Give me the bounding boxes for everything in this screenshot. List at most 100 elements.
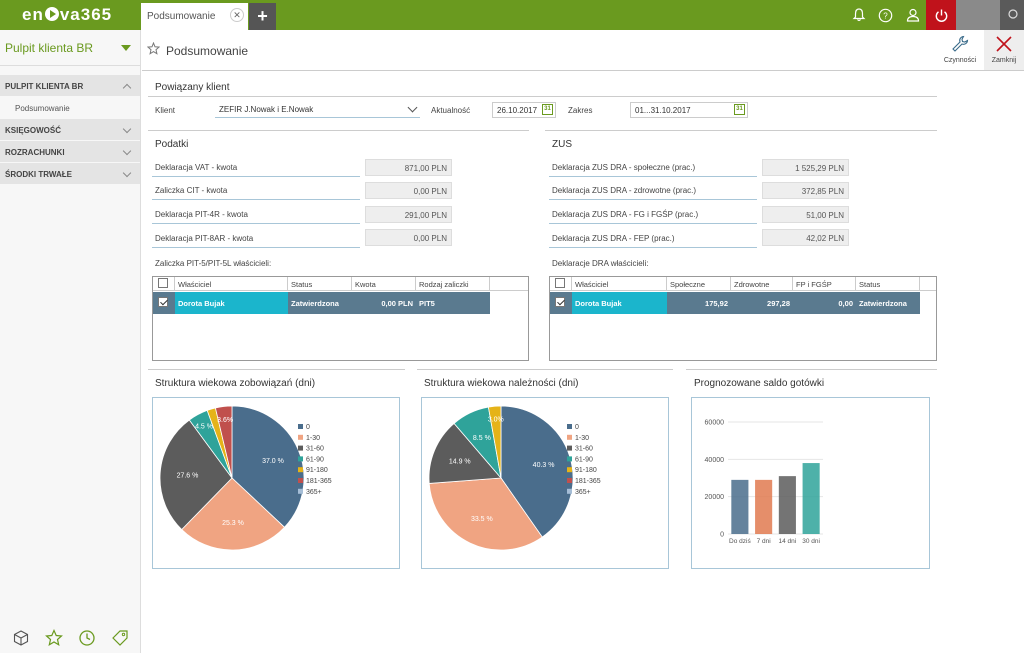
dra-grid: Właściciel Społeczne Zdrowotne FP i FGŚP…	[549, 276, 937, 361]
bar-30-dni[interactable]	[802, 463, 820, 534]
pie-data-label: 8.5 %	[473, 435, 491, 442]
vat-label: Deklaracja VAT - kwota	[155, 163, 238, 172]
pie-slice-0[interactable]	[500, 405, 574, 538]
pie-slice-1-30[interactable]	[181, 477, 286, 551]
col-header[interactable]: Rodzaj zaliczki	[416, 277, 490, 291]
tab-podsumowanie[interactable]: Podsumowanie ✕	[141, 3, 248, 30]
underline	[549, 223, 757, 224]
pit4r-value: 291,00 PLN	[365, 206, 452, 223]
sidebar-title[interactable]: Pulpit klienta BR	[0, 30, 140, 66]
chevron-down-icon	[122, 146, 132, 156]
pie-slice-91-180[interactable]	[487, 405, 502, 479]
aktualnosc-date-input[interactable]: 26.10.2017 31	[492, 102, 556, 118]
col-header[interactable]: Status	[288, 277, 352, 291]
col-header[interactable]: Właściciel	[175, 277, 288, 291]
add-tab-button[interactable]: +	[249, 3, 276, 30]
bar-14-dni[interactable]	[778, 476, 796, 534]
pie-data-label: 25.3 %	[222, 520, 244, 527]
checkbox[interactable]	[158, 297, 168, 307]
sidebar-section-srodki-trwale[interactable]: ŚRODKI TRWAŁE	[0, 163, 140, 185]
power-icon[interactable]	[926, 0, 956, 30]
pie-chart-zobowiazania[interactable]: 37.0 % 25.3 % 27.6 % 4.5 % 3.6% 0 1-30 31-60 61-…	[153, 398, 401, 570]
table-row[interactable]: Dorota Bujak Zatwierdzona 0,00 PLN PIT5	[153, 292, 490, 314]
search-icon[interactable]	[1000, 0, 1024, 30]
y-tick-label: 60000	[705, 420, 725, 427]
user-icon[interactable]	[899, 0, 926, 30]
cell-type: PIT5	[416, 292, 490, 314]
zus-zdrowotne-label: Deklaracja ZUS DRA - zdrowotne (prac.)	[552, 186, 697, 195]
pit5-grid: Właściciel Status Kwota Rodzaj zaliczki …	[152, 276, 529, 361]
zakres-date-input[interactable]: 01...31.10.2017 31	[630, 102, 748, 118]
sidebar-item-podsumowanie[interactable]: Podsumowanie	[0, 97, 140, 119]
underline	[549, 199, 757, 200]
checkbox[interactable]	[555, 297, 565, 307]
legend-item-label: 181-365	[306, 478, 332, 485]
table-row[interactable]: Dorota Bujak 175,92 297,28 0,00 Zatwierd…	[550, 292, 920, 314]
czynnosci-button[interactable]: Czynności	[940, 30, 980, 70]
grid-header-row: Właściciel Społeczne Zdrowotne FP i FGŚP…	[550, 277, 936, 291]
pie-slice-1-30[interactable]	[428, 477, 543, 551]
sidebar-section-ksiegowosc[interactable]: KSIĘGOWOŚĆ	[0, 119, 140, 141]
chart-title-zobowiazania: Struktura wiekowa zobowiązań (dni)	[155, 378, 316, 389]
checkbox[interactable]	[158, 278, 168, 288]
chevron-up-icon	[122, 83, 132, 93]
dra-grid-title: Deklaracje DRA właścicieli:	[552, 259, 649, 268]
checkbox[interactable]	[555, 278, 565, 288]
col-header[interactable]: Społeczne	[667, 277, 731, 291]
sidebar-section-rozrachunki[interactable]: ROZRACHUNKI	[0, 141, 140, 163]
row-select-cell[interactable]	[550, 292, 572, 314]
tab-close-icon[interactable]: ✕	[230, 8, 244, 22]
legend-item-label: 61-90	[575, 456, 593, 463]
legend-item-label: 31-60	[306, 446, 324, 453]
sidebar-section-pulpit[interactable]: PULPIT KLIENTA BR	[0, 75, 140, 97]
cube-icon[interactable]	[12, 629, 30, 647]
pit8ar-label: Deklaracja PIT-8AR - kwota	[155, 234, 254, 243]
y-tick-label: 0	[720, 532, 724, 539]
row-select-cell[interactable]	[153, 292, 175, 314]
divider	[148, 369, 405, 370]
divider	[545, 130, 937, 131]
pie-slice-31-60[interactable]	[428, 422, 502, 484]
legend-item-label: 365+	[306, 489, 322, 496]
col-header[interactable]: Status	[856, 277, 920, 291]
bar-chart-saldo[interactable]: 60000 40000 20000 0 Do dziś 7 dni 14 dni 30 dni	[692, 398, 931, 570]
close-icon	[996, 36, 1012, 52]
col-header[interactable]: Właściciel	[572, 277, 667, 291]
select-all-cell[interactable]	[153, 277, 175, 291]
bar-Do-dziś[interactable]	[731, 479, 749, 534]
chart-panel-zobowiazania: 37.0 % 25.3 % 27.6 % 4.5 % 3.6% 0 1-30 31-60 61-…	[152, 397, 400, 569]
calendar-icon[interactable]: 31	[734, 104, 745, 115]
x-tick-label: 7 dni	[757, 538, 771, 545]
klient-select[interactable]: ZEFIR J.Nowak i E.Nowak	[215, 102, 420, 118]
bar-7-dni[interactable]	[755, 479, 773, 534]
col-header[interactable]: Kwota	[352, 277, 416, 291]
calendar-icon[interactable]: 31	[542, 104, 553, 115]
star-icon[interactable]	[45, 629, 64, 647]
pit4r-label: Deklaracja PIT-4R - kwota	[155, 210, 248, 219]
pie-chart-naleznosci[interactable]: 40.3 % 33.5 % 14.9 % 8.5 % 3.0% 0 1-30 31-60 61-…	[422, 398, 670, 570]
app-logo[interactable]: en va365	[22, 5, 113, 24]
clock-icon[interactable]	[78, 629, 96, 647]
bell-icon[interactable]	[845, 0, 872, 30]
pie-slice-181-365[interactable]	[214, 405, 233, 479]
pie-data-label: 37.0 %	[262, 458, 284, 465]
underline	[152, 176, 360, 177]
select-all-cell[interactable]	[550, 277, 572, 291]
section-title-podatki: Podatki	[155, 139, 189, 150]
zus-fg-label: Deklaracja ZUS DRA - FG i FGŚP (prac.)	[552, 210, 699, 219]
help-icon[interactable]: ?	[872, 0, 899, 30]
legend-swatch	[298, 456, 303, 462]
legend-swatch	[298, 424, 303, 429]
pie-data-label: 3.6%	[217, 417, 233, 424]
zus-fep-value: 42,02 PLN	[762, 229, 849, 246]
favorite-star-icon[interactable]	[147, 42, 160, 55]
pie-slice-31-60[interactable]	[159, 419, 233, 531]
zamknij-button[interactable]: Zamknij	[984, 30, 1024, 70]
zus-spoleczne-label: Deklaracja ZUS DRA - społeczne (prac.)	[552, 163, 696, 172]
legend-item-label: 1-30	[306, 435, 320, 442]
col-header[interactable]: Zdrowotne	[731, 277, 793, 291]
col-header[interactable]: FP i FGŚP	[793, 277, 856, 291]
legend-swatch	[298, 434, 303, 440]
cell-status: Zatwierdzona	[288, 292, 352, 314]
tag-icon[interactable]	[111, 629, 129, 647]
